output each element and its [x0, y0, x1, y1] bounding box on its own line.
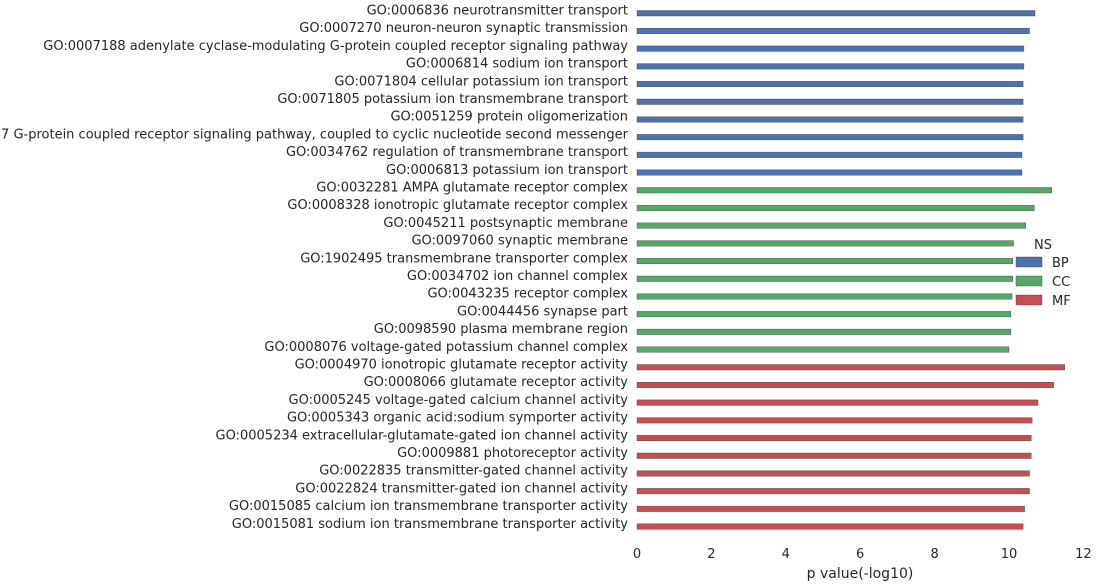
category-label: GO:0005234 extracellular-glutamate-gated… [216, 428, 629, 443]
category-label: GO:0004970 ionotropic glutamate receptor… [295, 358, 629, 373]
category-label: GO:0015085 calcium ion transmembrane tra… [229, 499, 628, 514]
category-label: GO:0007188 adenylate cyclase-modulating … [43, 39, 628, 54]
legend-swatch-cc [1015, 275, 1043, 287]
category-label: GO:0022835 transmitter-gated channel act… [319, 464, 628, 479]
category-label: GO:0008076 voltage-gated potassium chann… [264, 340, 628, 355]
category-label: GO:0097060 synaptic membrane [411, 234, 628, 249]
category-label: GO:0044456 synapse part [457, 304, 628, 319]
bars-layer [636, 10, 1065, 530]
category-label: GO:0034702 ion channel complex [407, 269, 628, 284]
category-label: GO:0007270 neuron-neuron synaptic transm… [299, 21, 628, 36]
bar-mf [636, 399, 1039, 406]
bar-bp [636, 169, 1023, 176]
bar-bp [636, 63, 1025, 70]
bar-bp [636, 151, 1023, 158]
x-tick-label: 4 [782, 547, 790, 562]
bar-cc [636, 328, 1012, 335]
legend-label-cc: CC [1052, 275, 1070, 290]
bar-mf [636, 435, 1032, 441]
category-label: GO:1902495 transmembrane transporter com… [300, 251, 628, 266]
bar-cc [636, 346, 1010, 353]
category-label: GO:0032281 AMPA glutamate receptor compl… [316, 181, 628, 196]
bar-bp [636, 10, 1036, 17]
x-tick-label: 0 [633, 547, 641, 562]
bar-mf [636, 470, 1030, 477]
category-label: GO:0006813 potassium ion transport [386, 163, 628, 178]
bar-mf [636, 505, 1025, 512]
bar-mf [636, 364, 1065, 371]
category-label: GO:0045211 postsynaptic membrane [383, 216, 628, 231]
bar-cc [636, 222, 1026, 229]
bar-cc [636, 258, 1013, 264]
x-tick-label: 6 [856, 547, 864, 562]
bar-cc [636, 240, 1014, 247]
category-label: GO:0098590 plasma membrane region [374, 322, 628, 337]
category-label: GO:0005245 voltage-gated calcium channel… [289, 393, 629, 408]
category-label: GO:0071804 cellular potassium ion transp… [334, 74, 628, 89]
category-labels: GO:0006836 neurotransmitter transport GO:… [0, 4, 629, 532]
x-tick-label: 2 [707, 547, 715, 562]
category-label: GO:0051259 protein oligomerization [390, 110, 628, 125]
category-label: GO:0009881 photoreceptor activity [397, 446, 628, 461]
bar-mf [636, 417, 1033, 424]
category-label: GO:0043235 receptor complex [427, 287, 628, 302]
legend-title: NS [1034, 238, 1052, 253]
x-axis: p value(-log10) 0 2 4 6 8 10 12 [633, 547, 1092, 582]
bar-mf [636, 382, 1054, 388]
bar-bp [636, 81, 1024, 88]
legend-label-bp: BP [1052, 256, 1069, 271]
category-label: GO:0005343 organic acid:sodium symporter… [287, 411, 628, 426]
bar-mf [636, 523, 1024, 530]
x-tick-label: 8 [930, 547, 938, 562]
legend-label-mf: MF [1052, 294, 1071, 309]
category-label: GO:0006814 sodium ion transport [406, 57, 628, 72]
bar-bp [636, 45, 1025, 52]
x-tick-label: 10 [1001, 547, 1018, 562]
category-label: GO:0008066 glutamate receptor activity [364, 375, 629, 390]
bar-bp [636, 98, 1024, 105]
legend-swatch-mf [1015, 294, 1043, 306]
bar-mf [636, 452, 1032, 459]
category-label: GO:0006836 neurotransmitter transport [367, 4, 628, 19]
bar-cc [636, 275, 1013, 282]
legend-swatch-bp [1015, 256, 1043, 268]
x-tick-label: 12 [1075, 547, 1092, 562]
bar-bp [636, 28, 1030, 34]
category-label: GO:0071805 potassium ion transmembrane t… [277, 92, 628, 107]
bar-cc [636, 311, 1012, 318]
category-label: GO:0015081 sodium ion transmembrane tran… [232, 517, 628, 532]
category-label: GO:0007187 G-protein coupled receptor si… [0, 127, 629, 142]
bar-cc [636, 293, 1013, 300]
category-label: GO:0022824 transmitter-gated ion channel… [295, 481, 628, 496]
category-label: GO:0008328 ionotropic glutamate receptor… [287, 198, 628, 213]
category-label: GO:0034762 regulation of transmembrane t… [286, 145, 628, 160]
bar-cc [636, 187, 1052, 194]
bar-mf [636, 488, 1030, 495]
bar-bp [636, 116, 1024, 123]
x-axis-title: p value(-log10) [807, 566, 914, 582]
bar-cc [636, 204, 1035, 211]
bar-bp [636, 134, 1024, 141]
legend: NS BP CC MF [1015, 238, 1071, 309]
